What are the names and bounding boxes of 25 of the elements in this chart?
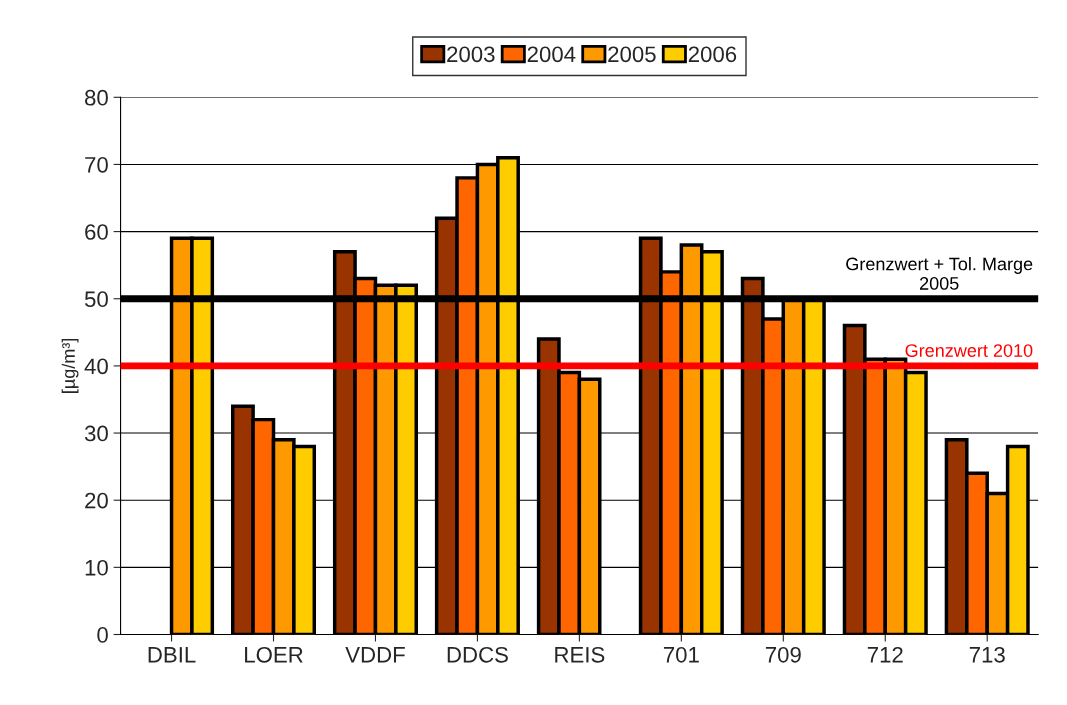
x-tick-label: VDDF (345, 647, 405, 663)
y-tick-label: 30 (84, 425, 108, 442)
ref-line-label: Grenzwert 2010 (905, 344, 1033, 357)
legend-label: 2004 (527, 46, 576, 63)
y-tick-label: 50 (84, 291, 108, 308)
x-tick-label: 712 (867, 646, 903, 663)
y-tick-label: 60 (85, 224, 108, 240)
x-tick-label: LOER (245, 646, 303, 663)
legend-label: 2006 (688, 46, 737, 63)
y-tick-label: 40 (84, 358, 108, 375)
x-tick-label: DBIL (148, 647, 196, 663)
x-tick-label: REIS (555, 646, 605, 663)
y-tick-label: 80 (85, 89, 108, 106)
x-tick-label: 713 (969, 646, 1005, 663)
x-tick-label: 709 (765, 646, 801, 663)
y-axis-title: [µg/m³] (61, 338, 79, 393)
x-tick-label: DDCS (447, 646, 508, 663)
y-tick-label: 70 (85, 156, 108, 173)
y-tick-label: 10 (85, 559, 108, 576)
ref-line-label: Grenzwert + Tol. Marge 2005 (846, 257, 1033, 290)
y-tick-label: 20 (85, 492, 108, 509)
y-tick-label: 0 (97, 627, 108, 643)
legend-label: 2003 (447, 46, 495, 63)
legend-label: 2005 (608, 46, 656, 63)
x-tick-label: 701 (663, 646, 699, 663)
